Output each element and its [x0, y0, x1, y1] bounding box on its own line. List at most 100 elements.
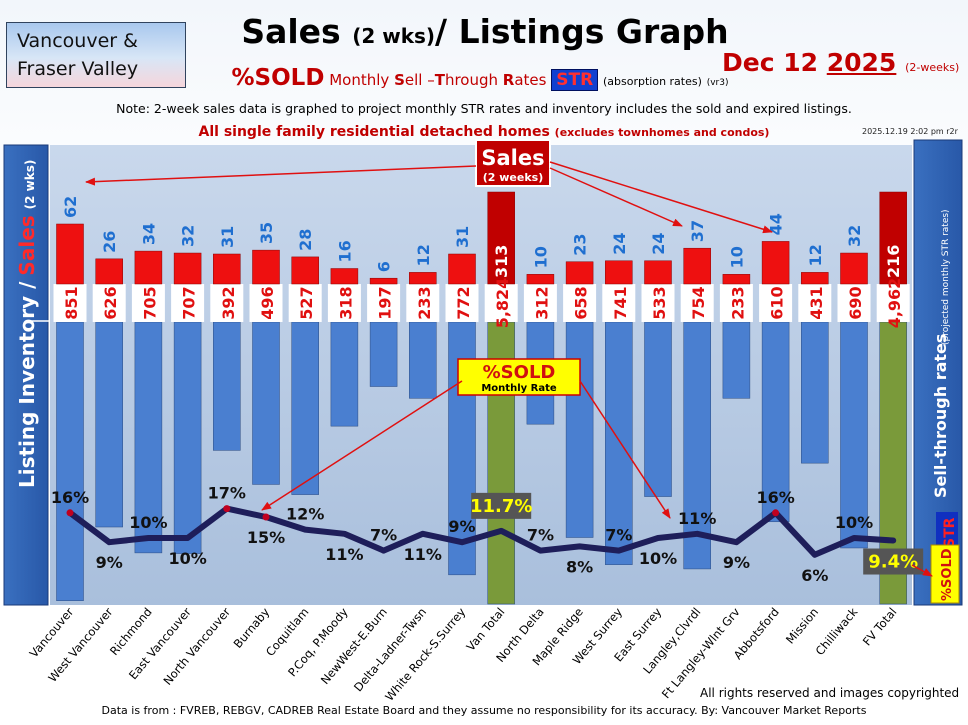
- sold-value-label: 16%: [51, 488, 89, 507]
- sold-value-label: 11%: [678, 509, 716, 528]
- source-text: Data is from : FVREB, REBGV, CADREB Real…: [101, 704, 867, 717]
- subtitle-str-badge: STR: [551, 69, 599, 91]
- listing-label-band: [53, 284, 87, 322]
- sold-value-label: 12%: [286, 505, 324, 524]
- listing-value-label: 610: [768, 286, 787, 319]
- listing-value-label: 851: [62, 286, 81, 319]
- listing-value-label: 705: [140, 286, 159, 319]
- listing-value-label: 318: [336, 286, 355, 319]
- x-tick-label: FV Total: [860, 605, 900, 648]
- sales-bar: [213, 253, 241, 285]
- sold-value-label: 10%: [129, 513, 167, 532]
- sales-bar: [409, 272, 437, 285]
- sales-bar: [252, 249, 280, 285]
- homes-small: (excludes townhomes and condos): [554, 126, 770, 139]
- listing-value-label: 690: [846, 286, 865, 319]
- sales-bar: [644, 260, 672, 285]
- sales-value-label: 32: [179, 225, 198, 247]
- sold-total-box: [471, 492, 532, 519]
- listing-bar: [252, 321, 280, 485]
- sales-arrow-right: [549, 161, 773, 234]
- sales-value-label: 12: [414, 244, 433, 266]
- listing-value-label: 312: [532, 286, 551, 319]
- sold-arrow-side: [911, 564, 933, 577]
- subtitle-m: Monthly: [329, 71, 390, 89]
- left-axis-label: Listing Inventory /Sales(2 wks): [15, 160, 39, 488]
- right-axis-label: Sell-through rates: [931, 334, 950, 498]
- date-year: 2025: [826, 48, 897, 77]
- title-small: (2 wks): [352, 24, 436, 48]
- sales-value-label: 216: [884, 245, 903, 278]
- listing-label-band: [837, 284, 871, 322]
- sales-bar: [56, 223, 84, 285]
- sales-bar: [840, 252, 868, 285]
- sales-value-label: 12: [806, 244, 825, 266]
- left-side-panel: Listing Inventory /Sales(2 wks): [3, 144, 49, 606]
- sold-value-label: 17%: [208, 484, 246, 503]
- sales-bar: [448, 253, 476, 285]
- subtitle-ates: ates: [514, 71, 547, 89]
- sales-value-label: 32: [845, 225, 864, 247]
- listing-value-label: 233: [728, 286, 747, 319]
- listing-bar: [330, 321, 359, 427]
- sales-callout-sub: (2 weeks): [483, 171, 543, 184]
- sales-bar: [801, 272, 829, 285]
- listing-label-band: [563, 284, 597, 322]
- homes-main: All single family residential detached h…: [198, 124, 550, 140]
- sales-value-label: 16: [335, 240, 354, 262]
- sales-bar: [565, 261, 594, 285]
- sold-rate-line: [67, 505, 897, 558]
- sales-bar: [487, 191, 515, 285]
- right-sold-text: %SOLD: [940, 548, 955, 601]
- sold-value-label: 6%: [801, 566, 828, 585]
- sold-callout-box: [457, 358, 581, 396]
- sales-value-label: 313: [492, 245, 511, 278]
- listing-label-band: [445, 284, 479, 322]
- labels-layer: 851 62 626 26 705 34 707 32 392 31 496 35 527 28 318 16…: [51, 196, 924, 585]
- subtitle-s: S: [394, 71, 405, 89]
- x-tick-label: Burnaby: [231, 605, 273, 651]
- title-main: Sales: [241, 12, 341, 51]
- sold-value-label: 9%: [448, 517, 475, 536]
- sales-arrow-left: [85, 165, 477, 186]
- listing-bar: [644, 321, 672, 497]
- listing-bar: [761, 321, 790, 523]
- sold-line-layer: [66, 505, 897, 558]
- region-label-box: Vancouver & Fraser Valley: [6, 22, 186, 88]
- sales-bar: [683, 247, 711, 285]
- listing-bar: [173, 321, 202, 554]
- listing-label-band: [92, 284, 126, 322]
- sold-value-label: 7%: [370, 526, 397, 545]
- listing-bar: [56, 321, 84, 601]
- sales-bar: [879, 191, 907, 285]
- listing-label-band: [719, 284, 753, 322]
- listing-bar: [369, 321, 398, 387]
- subtitle-absorption: (absorption rates): [602, 75, 702, 88]
- sales-value-label: 24: [610, 233, 629, 255]
- chart-note: Note: 2-week sales data is graphed to pr…: [116, 101, 852, 116]
- sales-value-label: 6: [375, 261, 394, 272]
- sold-callout-title: %SOLD: [483, 362, 556, 383]
- x-tick-label: Delta-Ladner-Twsn: [351, 605, 429, 694]
- listing-value-label: 5,824: [493, 278, 512, 329]
- sold-value-label: 7%: [605, 526, 632, 545]
- chart-subtitle: %SOLD Monthly Sell –Through Rates STR (a…: [200, 65, 760, 91]
- sold-rate-point: [262, 513, 270, 521]
- region-line-2: Fraser Valley: [17, 58, 139, 80]
- sales-value-label: 26: [100, 231, 119, 253]
- region-line-1: Vancouver &: [17, 30, 138, 52]
- subtitle-ell: ell –: [404, 71, 435, 89]
- listing-label-band: [484, 284, 518, 322]
- listing-bar: [95, 321, 123, 528]
- listing-label-band: [641, 284, 675, 322]
- sales-value-label: 34: [139, 223, 158, 245]
- listing-label-band: [759, 284, 793, 322]
- listing-value-label: 197: [376, 286, 395, 319]
- listing-bar: [840, 321, 868, 549]
- listing-label-band: [249, 284, 283, 322]
- sales-value-label: 10: [531, 246, 550, 268]
- sold-value-label: 15%: [247, 528, 285, 547]
- sales-callout-box: [475, 139, 551, 187]
- sold-value-label: 9%: [96, 553, 123, 572]
